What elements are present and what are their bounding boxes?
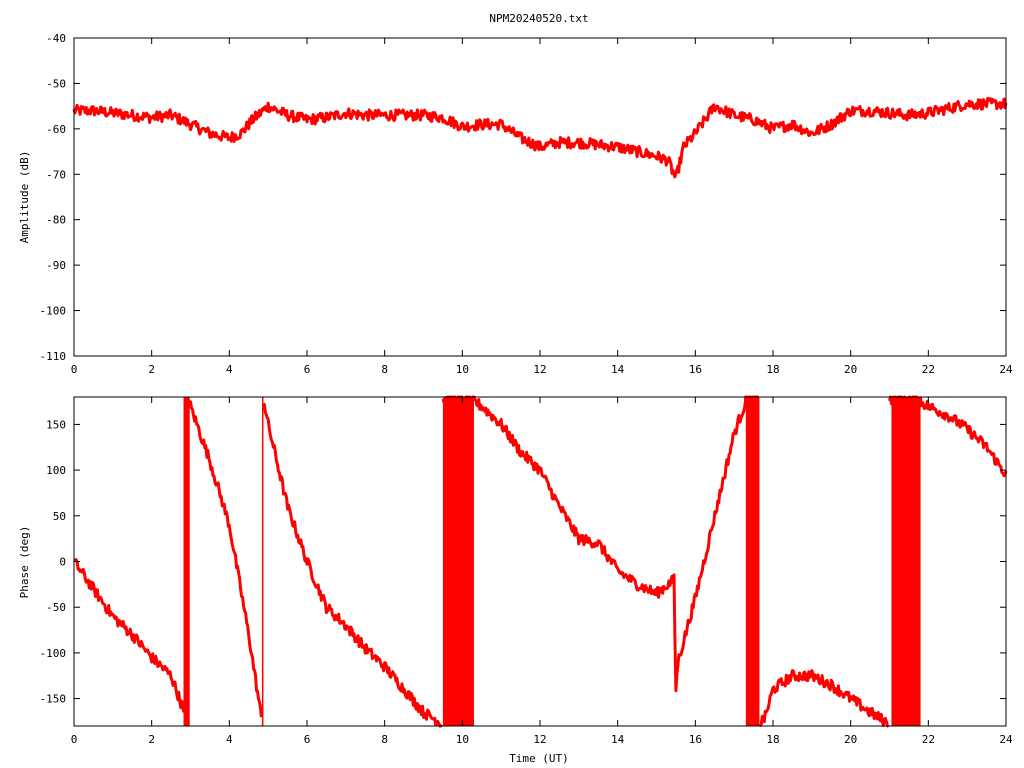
- phase-y-ticks: 150 100 50 0 -50 -100 -150: [40, 418, 1006, 706]
- phase-x-tick-label: 0: [71, 733, 78, 746]
- amplitude-x-tick-label: 8: [381, 363, 388, 376]
- phase-x-tick-label: 24: [999, 733, 1013, 746]
- amplitude-y-tick-label: -40: [46, 32, 66, 45]
- amplitude-x-tick-label: 14: [611, 363, 625, 376]
- phase-x-tick-label: 16: [689, 733, 702, 746]
- phase-x-tick-label: 2: [148, 733, 155, 746]
- phase-y-tick-label: 50: [53, 510, 66, 523]
- phase-x-tick-label: 4: [226, 733, 233, 746]
- amplitude-y-tick-label: -90: [46, 259, 66, 272]
- phase-series-line: [73, 395, 1008, 728]
- amplitude-panel: 0 2 4 6 8 10 12 14 16 18 20 22 24 -40-50-60-70-80-90…: [18, 32, 1013, 376]
- phase-x-tick-label: 8: [381, 733, 388, 746]
- phase-x-tick-label: 10: [456, 733, 469, 746]
- phase-x-tick-label: 18: [766, 733, 779, 746]
- amplitude-x-tick-label: 20: [844, 363, 857, 376]
- phase-wrap-band: [442, 397, 474, 726]
- amplitude-x-tick-label: 12: [533, 363, 546, 376]
- amplitude-x-tick-label: 16: [689, 363, 702, 376]
- amplitude-y-tick-label: -110: [40, 350, 67, 363]
- phase-y-label: Phase (deg): [18, 526, 31, 599]
- phase-series: [73, 395, 1008, 728]
- phase-wrap-band: [891, 397, 921, 726]
- amplitude-y-label: Amplitude (dB): [18, 151, 31, 244]
- amplitude-plot-frame: [73, 37, 1007, 357]
- phase-panel: 0 2 4 6 8 10 12 14 16 18 20 22 24 150100500-50-100-1…: [18, 395, 1013, 765]
- amplitude-series: [72, 97, 1008, 179]
- phase-x-tick-label: 20: [844, 733, 857, 746]
- chart-title: NPM20240520.txt: [489, 12, 588, 25]
- amplitude-y-tick-label: -80: [46, 214, 66, 227]
- phase-y-tick-label: 100: [46, 464, 66, 477]
- amplitude-y-tick-label: -70: [46, 168, 66, 181]
- amplitude-y-tick-label: -60: [46, 123, 66, 136]
- phase-y-tick-label: -50: [46, 601, 66, 614]
- phase-wrap-band: [183, 397, 190, 726]
- phase-x-label: Time (UT): [509, 752, 569, 765]
- phase-plot-frame: [73, 396, 1007, 727]
- phase-x-tick-label: 6: [304, 733, 311, 746]
- amplitude-y-tick-label: -100: [40, 305, 67, 318]
- amplitude-y-tick-label: -50: [46, 77, 66, 90]
- amplitude-x-tick-label: 18: [766, 363, 779, 376]
- phase-x-tick-label: 22: [922, 733, 935, 746]
- amplitude-x-tick-label: 4: [226, 363, 233, 376]
- amplitude-x-tick-label: 24: [999, 363, 1013, 376]
- amplitude-x-tick-label: 0: [71, 363, 78, 376]
- phase-wrap-band: [745, 397, 760, 726]
- amplitude-x-tick-label: 6: [304, 363, 311, 376]
- phase-x-tick-label: 14: [611, 733, 625, 746]
- phase-y-tick-label: 0: [59, 556, 66, 569]
- phase-y-tick-label: 150: [46, 418, 66, 431]
- amplitude-series-line: [72, 97, 1008, 179]
- phase-x-tick-label: 12: [533, 733, 546, 746]
- phase-x-ticks: 0 2 4 6 8 10 12 14 16 18 20 22 24: [71, 397, 1013, 746]
- amplitude-x-ticks: 0 2 4 6 8 10 12 14 16 18 20 22 24: [71, 38, 1013, 376]
- phase-y-tick-label: -100: [40, 647, 67, 660]
- amplitude-x-tick-label: 22: [922, 363, 935, 376]
- amplitude-x-tick-label: 2: [148, 363, 155, 376]
- phase-wrap-band: [261, 397, 264, 726]
- phase-y-tick-label: -150: [40, 693, 67, 706]
- amplitude-x-tick-label: 10: [456, 363, 469, 376]
- amplitude-y-ticks: -40 -50 -60 -70 -80 -90 -100 -110: [40, 32, 1006, 363]
